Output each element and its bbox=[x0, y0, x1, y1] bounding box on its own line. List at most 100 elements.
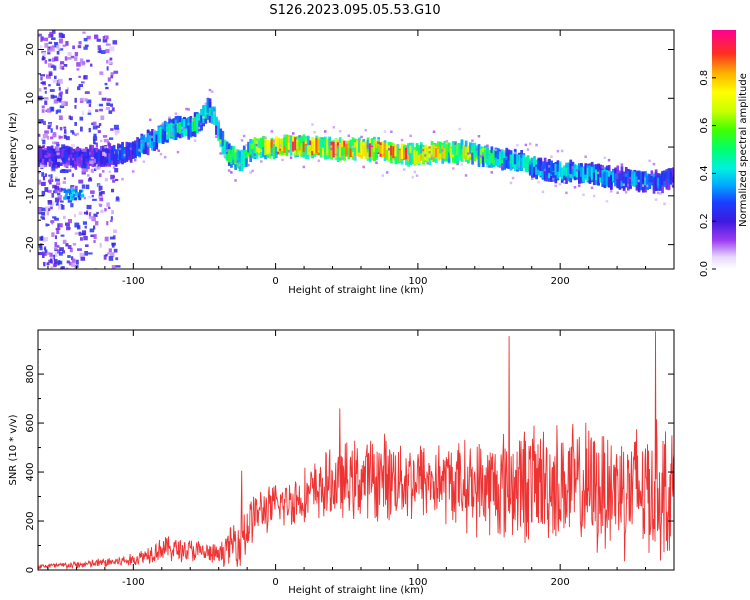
spectrogram-cell bbox=[78, 75, 81, 78]
spectrogram-cell bbox=[552, 172, 555, 181]
spectrogram-cell bbox=[437, 149, 440, 159]
spectrogram-cell bbox=[426, 162, 429, 165]
spectrogram-cell bbox=[353, 147, 357, 161]
spectrogram-cell bbox=[163, 155, 167, 159]
spectrogram-cell bbox=[522, 155, 526, 168]
spectrogram-cell bbox=[356, 140, 359, 156]
spectrogram-cell bbox=[121, 177, 124, 181]
spectrogram-cell bbox=[373, 139, 376, 153]
spectrogram-cell bbox=[533, 158, 536, 173]
spectrogram-cell bbox=[64, 195, 68, 199]
spectrogram-cell bbox=[65, 89, 69, 94]
spectrogram-cell bbox=[74, 161, 77, 165]
spectrogram-cell bbox=[48, 84, 51, 87]
spectrogram-cell bbox=[74, 133, 77, 137]
snr-ytick-label: 0 bbox=[25, 567, 36, 573]
spectrogram-cell bbox=[61, 67, 65, 70]
spectrogram-cell bbox=[78, 179, 84, 184]
spectrogram-cell bbox=[614, 173, 617, 187]
spectrogram-cell bbox=[351, 137, 355, 152]
snr-series-line bbox=[38, 331, 674, 570]
spectrogram-cell bbox=[57, 260, 63, 265]
spectrogram-cell bbox=[486, 144, 489, 147]
spectrogram-cell bbox=[56, 80, 60, 83]
spectrogram-cell bbox=[84, 157, 90, 162]
spectrogram-cell bbox=[48, 259, 53, 263]
spectrogram-cell bbox=[279, 138, 282, 149]
spectrogram-cell bbox=[54, 217, 59, 221]
spectrogram-cell bbox=[60, 94, 63, 97]
spectrogram-cell bbox=[409, 153, 413, 166]
spectrogram-cell bbox=[55, 190, 58, 194]
spectrogram-cell bbox=[394, 147, 398, 157]
spectrogram-cell bbox=[41, 181, 46, 186]
spectrogram-cell bbox=[51, 232, 55, 237]
spectrogram-cell bbox=[78, 156, 82, 168]
spectrogram-cell bbox=[475, 148, 478, 151]
spectrogram-cell bbox=[55, 227, 61, 230]
spectrogram-cell bbox=[236, 160, 239, 163]
spectrogram-cell bbox=[550, 155, 553, 158]
spectrogram-cell bbox=[64, 129, 67, 134]
spectrogram-cell bbox=[62, 44, 67, 47]
spectrogram-cell bbox=[157, 149, 160, 152]
spectrogram-cell bbox=[210, 90, 214, 93]
spectrogram-cell bbox=[597, 171, 600, 175]
spectrogram-cell bbox=[65, 189, 69, 193]
spectrogram-xtick-label: 200 bbox=[551, 276, 570, 287]
colorbar-tick-label: 0.4 bbox=[699, 165, 710, 181]
spectrogram-cell bbox=[49, 89, 55, 92]
spectrogram-cell bbox=[54, 43, 58, 48]
spectrogram-cell bbox=[103, 254, 107, 260]
spectrogram-cell bbox=[283, 134, 287, 147]
spectrogram-cell bbox=[67, 157, 71, 161]
spectrogram-cell bbox=[100, 191, 105, 195]
spectrogram-cell bbox=[238, 150, 242, 163]
spectrogram-cell bbox=[563, 166, 566, 176]
spectrogram-cell bbox=[166, 132, 169, 135]
spectrogram-cell bbox=[71, 149, 75, 153]
spectrogram-cell bbox=[88, 109, 92, 113]
spectrogram-cell bbox=[168, 116, 171, 119]
spectrogram-cell bbox=[313, 138, 316, 154]
spectrogram-cell bbox=[80, 58, 84, 63]
spectrogram-cell bbox=[247, 163, 250, 167]
spectrogram-cell bbox=[654, 198, 658, 201]
spectrogram-cell bbox=[99, 108, 103, 112]
spectrogram-cell bbox=[200, 122, 203, 126]
spectrogram-cell bbox=[65, 136, 70, 141]
snr-xtick-label: 0 bbox=[272, 577, 278, 588]
spectrogram-cell bbox=[81, 110, 84, 116]
spectrogram-cell bbox=[426, 147, 430, 157]
spectrogram-cell bbox=[422, 151, 425, 163]
spectrogram-cell bbox=[70, 203, 74, 208]
spectrogram-cell bbox=[315, 138, 319, 154]
spectrogram-cell bbox=[38, 33, 42, 37]
spectrogram-cell bbox=[618, 170, 621, 174]
spectrogram-cell bbox=[95, 109, 99, 113]
spectrogram-cell bbox=[94, 220, 99, 226]
spectrogram-cell bbox=[569, 159, 573, 175]
spectrogram-cell bbox=[358, 137, 361, 152]
spectrogram-cell bbox=[215, 116, 218, 128]
spectrogram-cell bbox=[56, 229, 60, 234]
spectrogram-cell bbox=[63, 196, 67, 200]
spectrogram-cell bbox=[629, 176, 632, 180]
spectrogram-cell bbox=[400, 143, 404, 159]
colorbar-tick-label: 0.8 bbox=[699, 70, 710, 86]
spectrogram-cell bbox=[642, 184, 645, 187]
figure-title: S126.2023.095.05.53.G10 bbox=[269, 3, 440, 18]
spectrogram-cell bbox=[300, 137, 304, 147]
spectrogram-cell bbox=[543, 170, 547, 180]
spectrogram-cell bbox=[153, 129, 156, 133]
spectrogram-cell bbox=[61, 188, 66, 191]
spectrogram-cell bbox=[454, 142, 457, 145]
spectrogram-cell bbox=[104, 145, 107, 149]
spectrogram-cell bbox=[53, 99, 58, 104]
spectrogram-cell bbox=[108, 248, 112, 253]
spectrogram-cell bbox=[665, 170, 669, 182]
spectrogram-cell bbox=[48, 146, 52, 160]
spectrogram-cell bbox=[61, 144, 66, 149]
spectrogram-cell bbox=[42, 133, 48, 139]
spectrogram-cell bbox=[83, 151, 88, 157]
